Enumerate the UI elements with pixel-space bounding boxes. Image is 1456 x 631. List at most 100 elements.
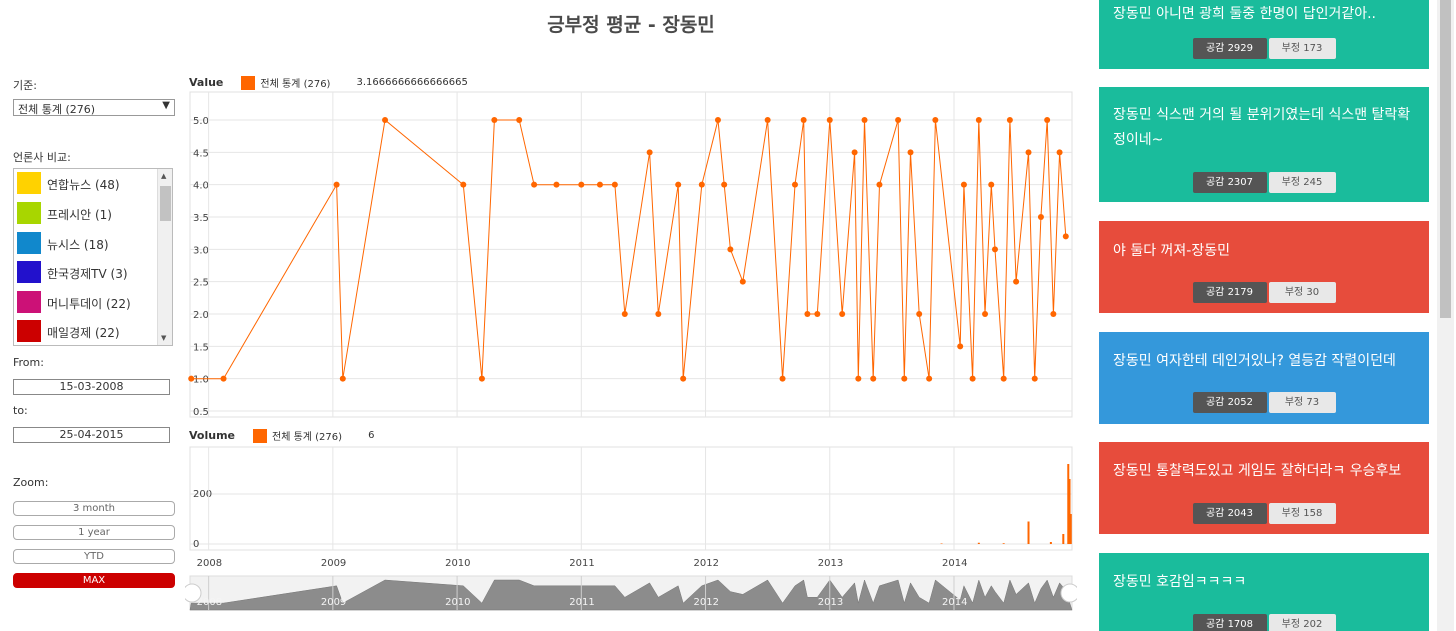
like-button[interactable]: 공감 2179 (1192, 282, 1267, 303)
from-date-input[interactable]: 15-03-2008 (13, 379, 170, 395)
outlet-item[interactable]: 머니투데이 (22) (17, 291, 157, 315)
compare-label: 언론사 비교: (13, 151, 71, 164)
value-point (982, 311, 989, 317)
value-point (339, 375, 346, 382)
value-point (680, 375, 687, 382)
navigator-label: 2012 (694, 597, 719, 608)
dislike-button[interactable]: 부정 158 (1268, 503, 1336, 524)
like-button[interactable]: 공감 1708 (1192, 614, 1267, 631)
value-point (861, 117, 868, 123)
value-point (975, 117, 982, 123)
dislike-button[interactable]: 부정 30 (1268, 282, 1336, 303)
scrollbar-thumb[interactable] (160, 186, 171, 221)
dislike-button[interactable]: 부정 245 (1268, 172, 1336, 193)
comment-text: 장동민 호감임ㅋㅋㅋㅋ (1113, 574, 1247, 590)
zoom-3month-button[interactable]: 3 month (13, 501, 175, 516)
value-point (1062, 233, 1069, 240)
dropdown-arrow-icon: ▼ (162, 100, 170, 111)
comment-card: 장동민 아니면 광희 둘중 한명이 답인거같아.. 공감 2929 부정 173 (1099, 0, 1429, 69)
zoom-max-button[interactable]: MAX (13, 573, 175, 588)
outlet-item[interactable]: 연합뉴스 (48) (17, 172, 157, 196)
value-point (957, 343, 964, 350)
scroll-up-icon[interactable]: ▲ (161, 172, 167, 180)
outlet-item[interactable]: 뉴시스 (18) (17, 232, 157, 256)
comment-text: 장동민 여자한테 데인거있나? 열등감 작렬이던데 (1113, 353, 1396, 369)
value-point (739, 278, 746, 285)
scroll-down-icon[interactable]: ▼ (161, 334, 167, 342)
comment-text: 장동민 통찰력도있고 게임도 잘하더라ㅋ 우승후보 (1113, 463, 1402, 479)
value-point (895, 117, 902, 123)
to-label: to: (13, 404, 28, 417)
value-point (478, 375, 485, 382)
from-label: From: (13, 356, 44, 369)
zoom-ytd-button[interactable]: YTD (13, 549, 175, 564)
volume-legend: Volume 전체 통계 (276) 6 (189, 428, 374, 443)
navigator-label: 2010 (445, 597, 470, 608)
stock-chart[interactable]: Value 전체 통계 (276) 3.1666666666666665 Vol… (185, 70, 1077, 615)
volume-bar (977, 542, 980, 544)
like-button[interactable]: 공감 2307 (1192, 172, 1267, 193)
zoom-label: Zoom: (13, 476, 49, 489)
x-tick-label: 2008 (197, 558, 222, 569)
volume-bar (940, 543, 943, 544)
comment-card: 야 둘다 꺼져-장동민 공감 2179 부정 30 (1099, 221, 1429, 313)
x-tick-label: 2013 (818, 558, 843, 569)
dislike-button[interactable]: 부정 73 (1268, 392, 1336, 413)
value-point (460, 181, 467, 188)
volume-plot-area (189, 446, 1073, 551)
outlet-label: 머니투데이 (22) (47, 297, 131, 311)
like-button[interactable]: 공감 2052 (1192, 392, 1267, 413)
value-tick-label: 2.0 (193, 310, 209, 321)
volume-bar (1049, 542, 1052, 544)
outlet-item[interactable]: 매일경제 (22) (17, 320, 157, 344)
navigator-right-handle (1060, 583, 1077, 603)
value-point (969, 375, 976, 382)
navigator-label: 2009 (321, 597, 346, 608)
value-point (839, 311, 846, 317)
outlet-list[interactable]: 연합뉴스 (48) 프레시안 (1) 뉴시스 (18) 한국경제TV (3) 머… (13, 168, 173, 346)
value-point (916, 311, 923, 317)
x-tick-label: 2010 (445, 558, 470, 569)
page-scrollbar[interactable] (1437, 0, 1454, 631)
value-point (814, 311, 821, 317)
value-tick-label: 4.5 (193, 148, 209, 159)
comment-text: 야 둘다 꺼져-장동민 (1113, 243, 1230, 259)
x-tick-label: 2012 (694, 558, 719, 569)
value-point (1031, 375, 1038, 382)
comment-card: 장동민 호감임ㅋㅋㅋㅋ 공감 1708 부정 202 (1099, 553, 1429, 631)
value-tick-label: 0.5 (193, 407, 209, 418)
criteria-label: 기준: (13, 79, 37, 92)
value-point (646, 149, 653, 156)
value-point (698, 181, 705, 188)
value-point (991, 246, 998, 253)
value-point (1037, 214, 1044, 220)
value-point (714, 117, 721, 123)
outlet-item[interactable]: 프레시안 (1) (17, 202, 157, 226)
page-scrollbar-thumb[interactable] (1440, 0, 1451, 318)
like-button[interactable]: 공감 2929 (1192, 38, 1267, 59)
like-button[interactable]: 공감 2043 (1192, 503, 1267, 524)
zoom-1year-button[interactable]: 1 year (13, 525, 175, 540)
outlet-color-swatch (17, 291, 41, 313)
outlet-list-scrollbar[interactable]: ▲ ▼ (157, 169, 172, 345)
value-point (220, 375, 227, 382)
value-point (1050, 311, 1057, 317)
dislike-button[interactable]: 부정 202 (1268, 614, 1336, 631)
outlet-color-swatch (17, 232, 41, 254)
chart-canvas[interactable]: 5.0 4.5 4.0 3.5 3.0 2.5 2.0 1.5 1.0 0.5 200 0 2008 20… (185, 70, 1077, 615)
outlet-color-swatch (17, 172, 41, 194)
criteria-select-value: 전체 통계 (276) (18, 103, 96, 116)
value-tick-label: 1.0 (193, 375, 209, 386)
value-legend: Value 전체 통계 (276) 3.1666666666666665 (189, 75, 468, 90)
dislike-button[interactable]: 부정 173 (1268, 38, 1336, 59)
outlet-item[interactable]: 한국경제TV (3) (17, 261, 157, 285)
page-title: 긍부정 평균 - 장동민 (547, 14, 715, 36)
value-point (791, 181, 798, 188)
to-date-input[interactable]: 25-04-2015 (13, 427, 170, 443)
criteria-select[interactable]: 전체 통계 (276) ▼ (13, 99, 175, 116)
value-tick-label: 1.5 (193, 342, 209, 353)
value-point (1025, 149, 1032, 156)
volume-bar (1062, 534, 1065, 544)
value-point (932, 117, 939, 123)
value-point (1006, 117, 1013, 123)
